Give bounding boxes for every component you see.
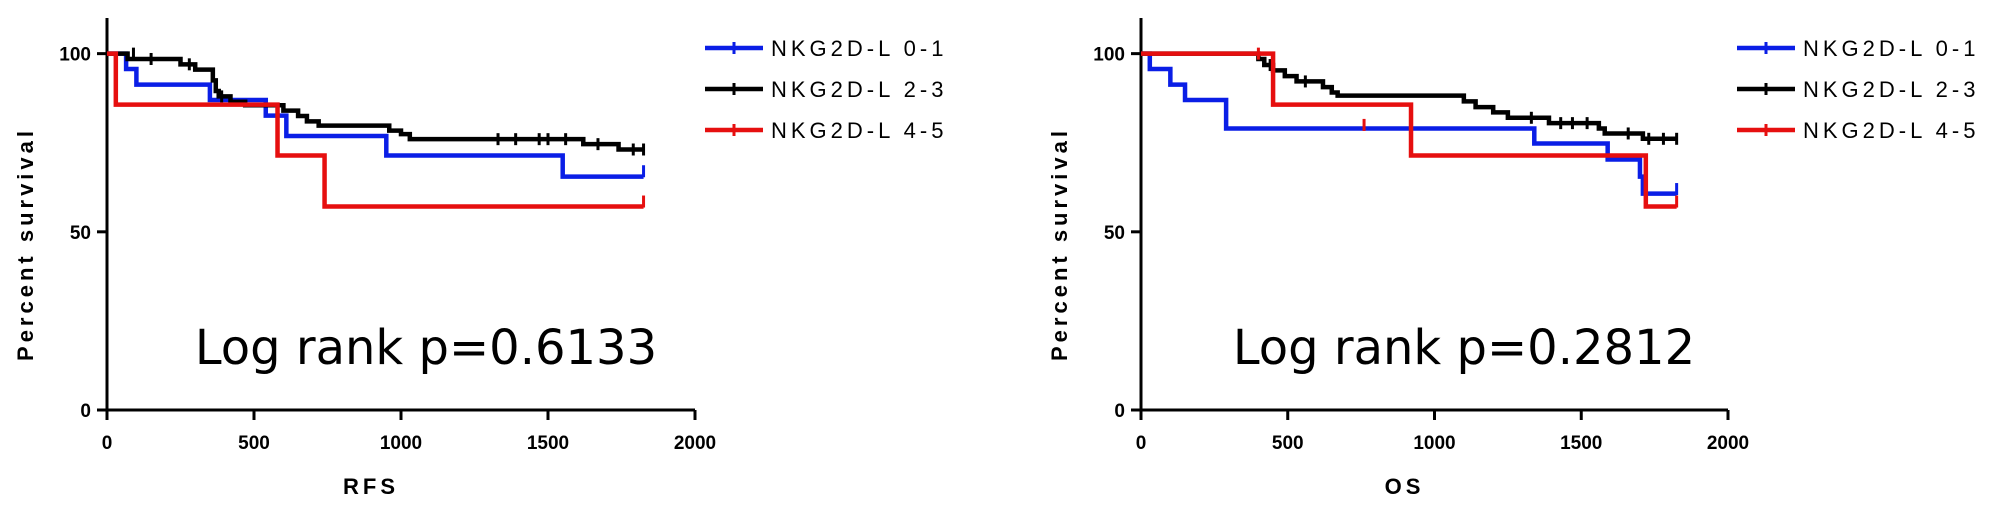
x-tick-label: 1500 (1560, 433, 1602, 454)
legend-label: NKG2D-L 0-1 (1803, 36, 1979, 61)
y-axis-title: Percent survival (1047, 127, 1072, 361)
y-tick-label: 0 (80, 401, 91, 422)
x-tick-label: 2000 (1707, 433, 1749, 454)
x-tick-label: 1000 (1413, 433, 1455, 454)
survival-curve (107, 51, 644, 152)
y-tick-label: 0 (1114, 401, 1125, 422)
survival-curve (107, 51, 644, 209)
y-tick-label: 50 (1104, 223, 1125, 244)
series-nkg2d-l-4-5: NKG2D-L 4-5 (107, 51, 947, 209)
chart-1: 0 500 1000 1500 2000 0 50 100 RFS Percent surviva… (13, 18, 947, 499)
x-tick-label: 0 (102, 433, 113, 454)
x-tick-label: 1000 (380, 433, 422, 454)
y-tick-label: 50 (70, 223, 91, 244)
x-axis-title: RFS (343, 474, 399, 499)
legend-entry: NKG2D-L 4-5 (1737, 118, 1979, 143)
chart-2: 0 500 1000 1500 2000 0 50 100 OS Percent survival… (1047, 18, 1979, 499)
survival-curve (1141, 51, 1677, 209)
survival-curve (107, 51, 644, 179)
series-nkg2d-l-2-3: NKG2D-L 2-3 (107, 47, 947, 156)
x-tick-label: 500 (238, 433, 270, 454)
legend-entry: NKG2D-L 0-1 (705, 36, 947, 61)
legend-label: NKG2D-L 2-3 (1803, 77, 1979, 102)
x-tick-label: 2000 (674, 433, 716, 454)
series-nkg2d-l-4-5: NKG2D-L 4-5 (1141, 47, 1979, 209)
legend-entry: NKG2D-L 2-3 (705, 77, 947, 102)
legend-label: NKG2D-L 4-5 (771, 118, 947, 143)
legend-label: NKG2D-L 4-5 (1803, 118, 1979, 143)
legend-label: NKG2D-L 2-3 (771, 77, 947, 102)
log-rank-annotation: Log rank p=0.2812 (1233, 320, 1695, 376)
series-nkg2d-l-0-1: NKG2D-L 0-1 (107, 36, 947, 179)
y-tick-label: 100 (1093, 45, 1125, 66)
x-tick-label: 0 (1136, 433, 1147, 454)
y-tick-label: 100 (59, 45, 91, 66)
legend-label: NKG2D-L 0-1 (771, 36, 947, 61)
legend-entry: NKG2D-L 4-5 (705, 118, 947, 143)
legend-entry: NKG2D-L 2-3 (1737, 77, 1979, 102)
y-axis-title: Percent survival (13, 127, 38, 361)
series-nkg2d-l-0-1: NKG2D-L 0-1 (1141, 36, 1979, 196)
legend-entry: NKG2D-L 0-1 (1737, 36, 1979, 61)
survival-curve (1141, 51, 1677, 196)
x-axis-title: OS (1385, 474, 1425, 499)
x-tick-label: 1500 (527, 433, 569, 454)
log-rank-annotation: Log rank p=0.6133 (195, 320, 657, 376)
x-tick-label: 500 (1272, 433, 1304, 454)
